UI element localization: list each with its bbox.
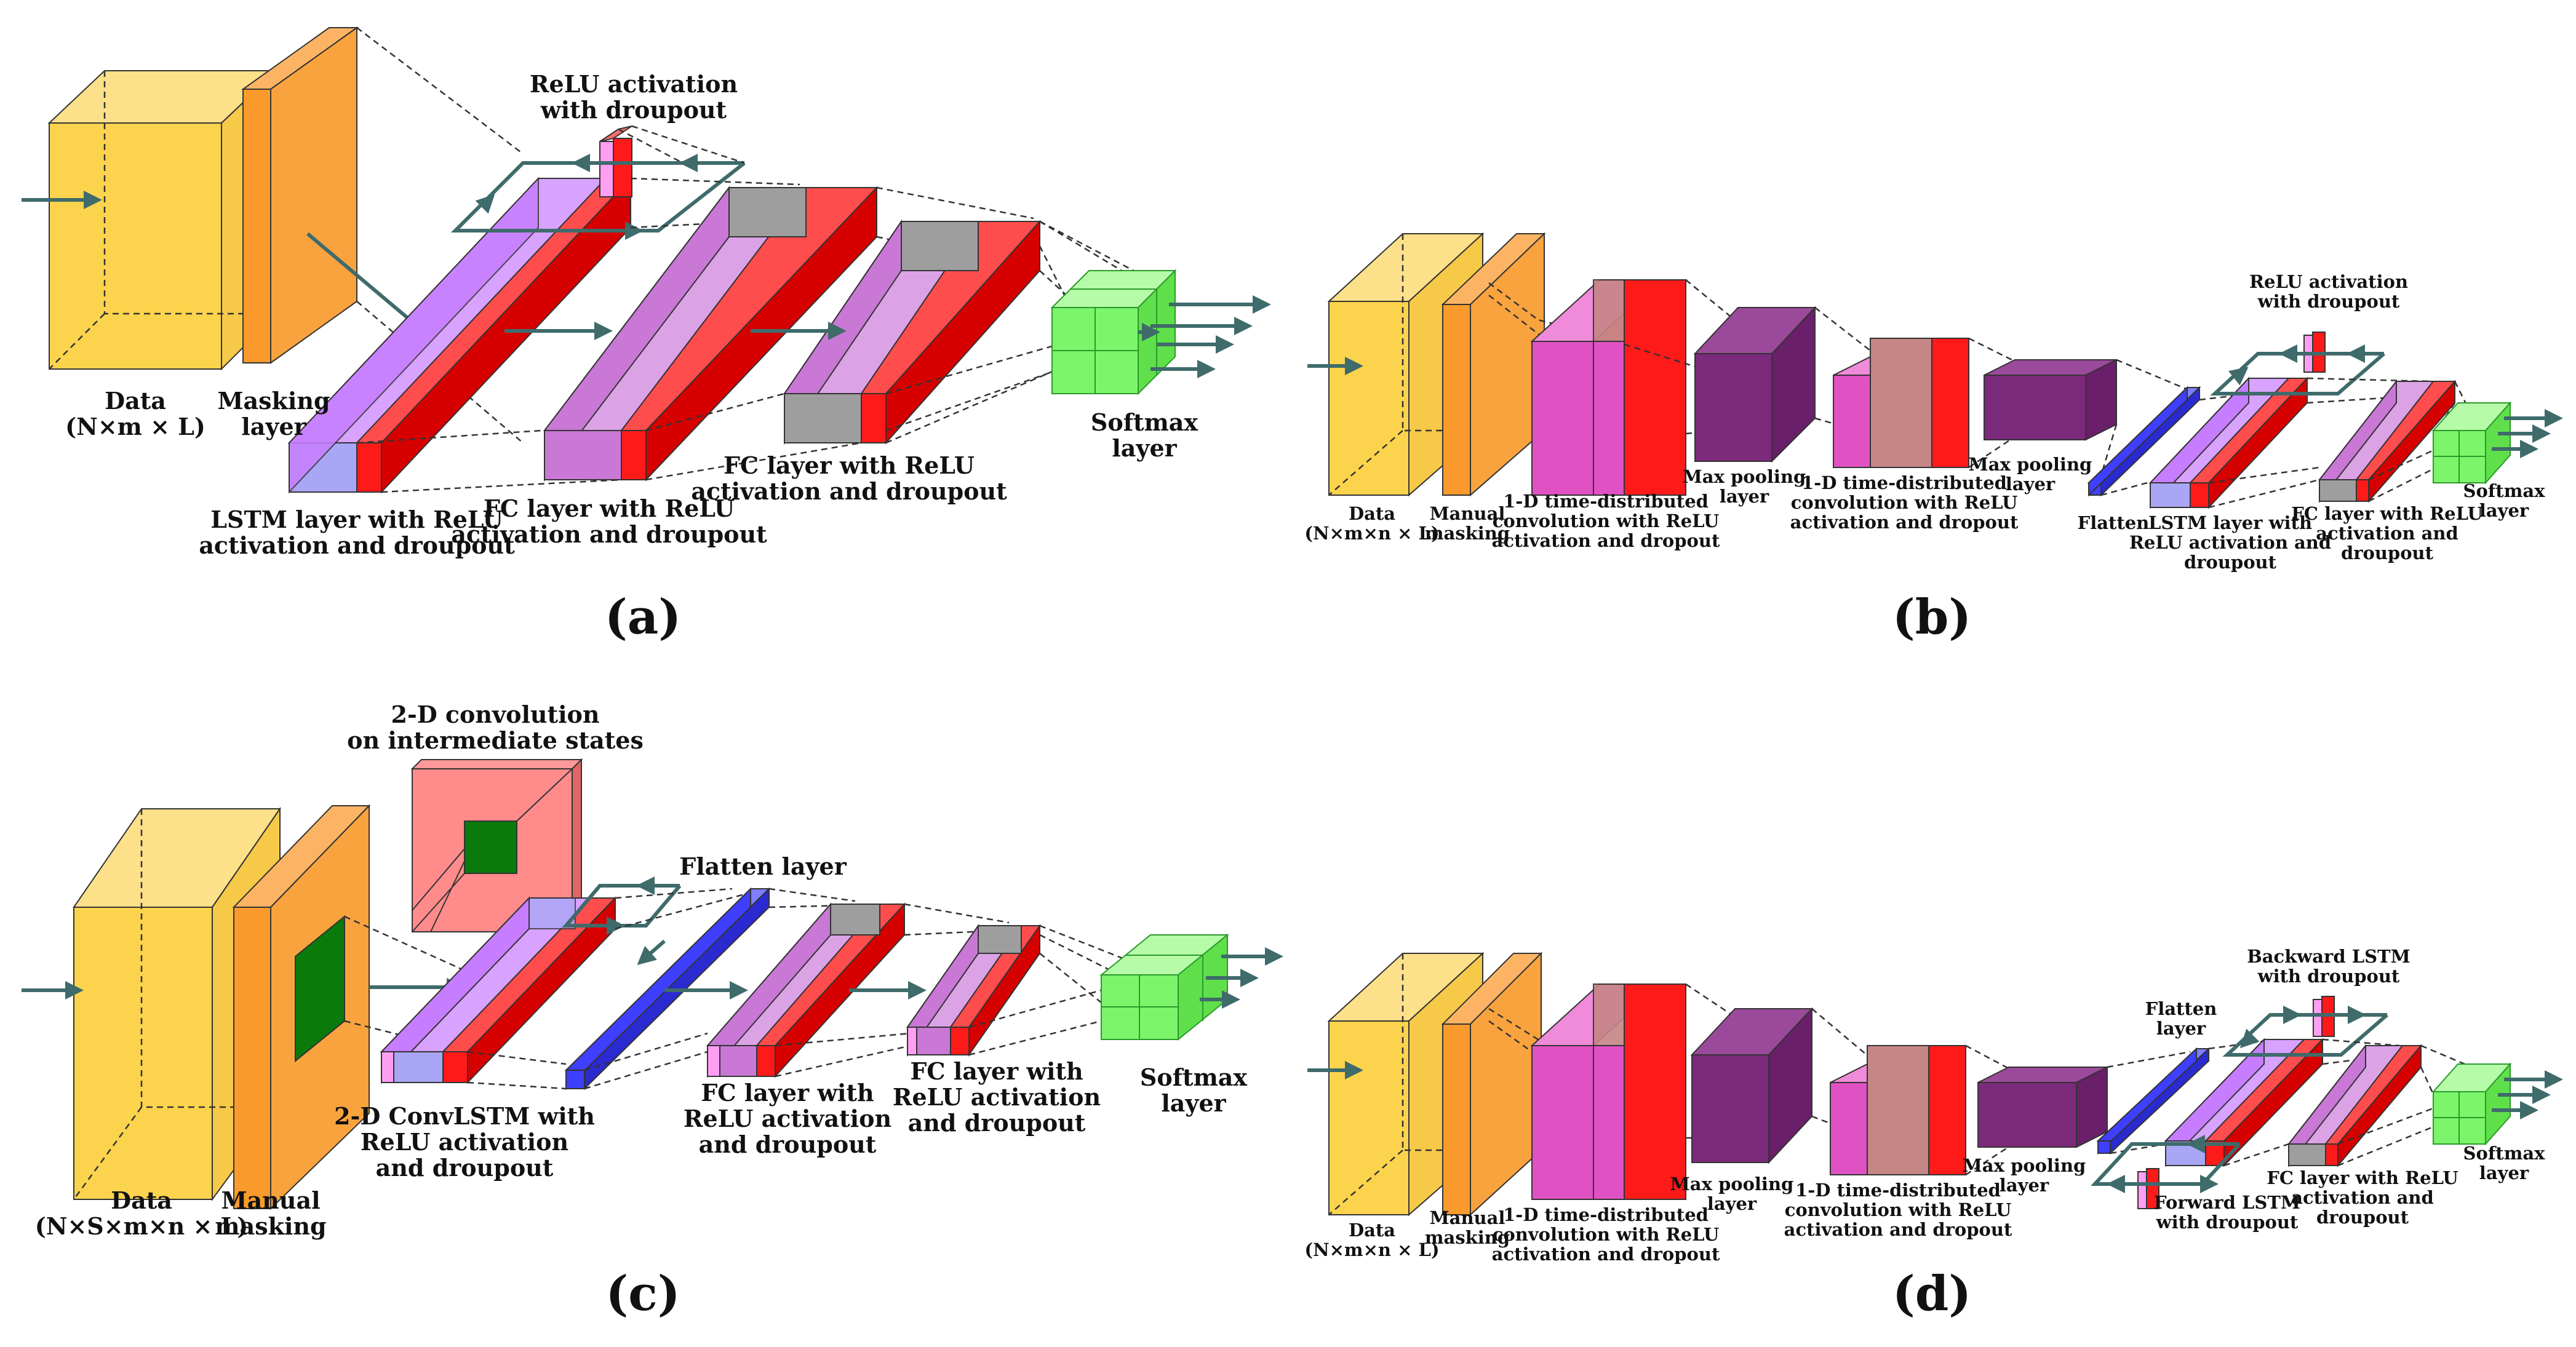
a-data-label: Data (N×m × L)	[65, 387, 205, 440]
softmax-block	[2431, 401, 2512, 485]
d-forward-label: Forward LSTM with droupout	[2154, 1192, 2300, 1233]
c-masking-label: Manual masking	[215, 1186, 326, 1240]
a-caption: (a)	[605, 589, 681, 645]
d-pool2-label: Max pooling layer	[1963, 1155, 2086, 1196]
softmax-block	[1099, 933, 1229, 1041]
masking-layer	[232, 804, 371, 1210]
d-data-label: Data (N×m×n × L)	[1304, 1220, 1439, 1260]
d-softmax-label: Softmax layer	[2463, 1143, 2546, 1183]
c-convlstm-label: 2-D ConvLSTM with ReLU activation and drou…	[334, 1102, 595, 1182]
a-fc2-label: FC layer with ReLU activation and droupou…	[691, 451, 1007, 505]
conv2-block	[1833, 338, 1969, 468]
b-relu-label: ReLU activation with droupout	[2249, 271, 2408, 312]
relu-block	[599, 125, 632, 197]
softmax-block	[1050, 269, 1177, 395]
a-masking-label: Masking layer	[217, 387, 330, 440]
d-flatten-label: Flatten layer	[2145, 998, 2217, 1039]
masking-layer	[1441, 232, 1546, 497]
pool1-block	[1690, 1007, 1814, 1164]
b-pool1-label: Max pooling layer	[1683, 466, 1806, 507]
panel-c: Data (N×S×m×n × L) Manual masking 2-D conv…	[22, 701, 1283, 1322]
d-caption: (d)	[1892, 1266, 1971, 1322]
a-softmax-label: Softmax layer	[1091, 408, 1198, 462]
d-conv2-label: 1-D time-distributed convolution with ReL…	[1784, 1180, 2012, 1240]
fc1-layer	[543, 186, 879, 482]
b-conv2-label: 1-D time-distributed convolution with ReL…	[1790, 472, 2019, 533]
b-caption: (b)	[1892, 589, 1971, 645]
c-fc1-label: FC layer with ReLU activation and droupout	[684, 1079, 891, 1158]
conv1-block	[1530, 279, 1688, 496]
conv2d-panel	[410, 758, 583, 934]
lstm-layer	[287, 177, 632, 494]
b-softmax-label: Softmax layer	[2463, 480, 2546, 521]
c-softmax-label: Softmax layer	[1140, 1063, 1248, 1117]
panel-b: Data (N×m×n × L) Manual masking 1-D time-d…	[1304, 232, 2563, 645]
masking-layer	[1441, 952, 1543, 1217]
pool2-block	[1984, 359, 2117, 441]
bilstm-block	[2164, 1038, 2324, 1167]
fc-block	[2318, 379, 2457, 503]
a-relu-label: ReLU activation with droupout	[530, 70, 738, 124]
d-backward-label: Backward LSTM with droupout	[2247, 946, 2410, 987]
forward-relu-block	[2137, 1168, 2159, 1209]
b-conv1-label: 1-D time-distributed convolution with ReL…	[1492, 491, 1720, 551]
d-conv1-label: 1-D time-distributed convolution with ReL…	[1492, 1204, 1720, 1265]
lstm-block	[2148, 376, 2309, 509]
fc2-layer	[906, 923, 1041, 1057]
d-masking-label: Manual masking	[1425, 1207, 1510, 1248]
c-flatten-label: Flatten layer	[679, 852, 847, 880]
b-flatten-label: Flatten	[2078, 512, 2150, 533]
b-pool2-label: Max pooling layer	[1969, 454, 2092, 495]
flatten-block	[2096, 1047, 2211, 1155]
panel-d: Data (N×m×n × L) Manual masking 1-D time-d…	[1304, 946, 2563, 1322]
c-conv2d-label: 2-D convolution on intermediate states	[347, 701, 644, 754]
convlstm-layer	[380, 896, 617, 1084]
conv1-block	[1530, 983, 1686, 1200]
c-caption: (c)	[605, 1266, 680, 1322]
fc2-layer	[783, 219, 1042, 445]
a-fc1-label: FC layer with ReLU activation and droupou…	[451, 495, 767, 548]
panel-a: Data (N×m × L) Masking layer ReLU activati…	[22, 26, 1271, 645]
softmax-block	[2431, 1062, 2512, 1146]
b-fc-label: FC layer with ReLU activation and droupout	[2291, 503, 2482, 563]
conv2-block	[1830, 1045, 1966, 1175]
b-data-label: Data (N×m×n × L)	[1304, 503, 1439, 544]
flatten-block	[2087, 386, 2201, 497]
a-lstm-label: LSTM layer with ReLU activation and droup…	[199, 506, 515, 559]
data-block	[73, 806, 281, 1202]
b-masking-label: Manual masking	[1425, 503, 1510, 544]
masking-layer	[241, 26, 359, 364]
d-fc-label: FC layer with ReLU activation and droupout	[2267, 1167, 2458, 1228]
pool2-block	[1977, 1066, 2108, 1148]
fc1-layer	[706, 902, 906, 1078]
c-fc2-label: FC layer with ReLU activation and droupout	[893, 1057, 1101, 1137]
d-pool1-label: Max pooling layer	[1670, 1174, 1794, 1214]
b-lstm-label: LSTM layer with ReLU activation and droupo…	[2129, 512, 2331, 573]
c-data-label: Data (N×S×m×n × L)	[35, 1186, 249, 1240]
pool1-block	[1693, 306, 1817, 463]
